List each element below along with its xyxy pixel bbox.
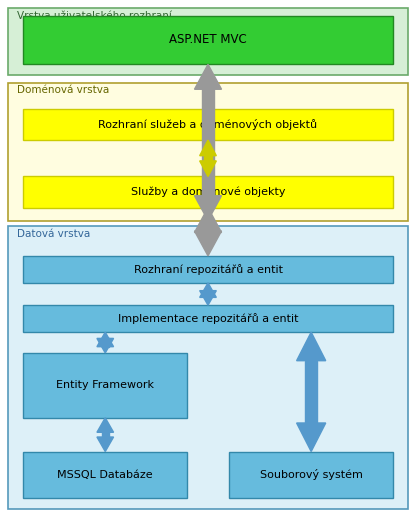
FancyBboxPatch shape bbox=[8, 226, 408, 509]
Polygon shape bbox=[200, 291, 216, 305]
Text: Entity Framework: Entity Framework bbox=[56, 380, 154, 390]
FancyBboxPatch shape bbox=[23, 452, 187, 498]
Text: Doménová vrstva: Doménová vrstva bbox=[17, 85, 109, 95]
Text: Souborový systém: Souborový systém bbox=[260, 469, 362, 481]
FancyBboxPatch shape bbox=[23, 16, 393, 64]
Text: Datová vrstva: Datová vrstva bbox=[17, 229, 90, 239]
Polygon shape bbox=[204, 156, 212, 161]
FancyBboxPatch shape bbox=[229, 452, 393, 498]
Polygon shape bbox=[202, 231, 214, 233]
Text: Služby a doménové objekty: Služby a doménové objekty bbox=[131, 187, 285, 197]
Polygon shape bbox=[195, 64, 221, 89]
Polygon shape bbox=[200, 140, 216, 156]
Text: ASP.NET MVC: ASP.NET MVC bbox=[169, 33, 247, 47]
Polygon shape bbox=[97, 418, 114, 432]
Text: Rozhraní služeb a doménových objektů: Rozhraní služeb a doménových objektů bbox=[99, 119, 317, 130]
Polygon shape bbox=[200, 283, 216, 297]
FancyBboxPatch shape bbox=[23, 256, 393, 283]
FancyBboxPatch shape bbox=[23, 305, 393, 332]
Polygon shape bbox=[97, 332, 114, 347]
Polygon shape bbox=[97, 437, 114, 452]
Polygon shape bbox=[305, 361, 317, 423]
Polygon shape bbox=[195, 231, 221, 256]
Polygon shape bbox=[102, 432, 109, 437]
FancyBboxPatch shape bbox=[23, 176, 393, 208]
Polygon shape bbox=[204, 291, 212, 297]
Polygon shape bbox=[102, 338, 109, 347]
FancyBboxPatch shape bbox=[8, 8, 408, 75]
Polygon shape bbox=[195, 196, 221, 221]
FancyBboxPatch shape bbox=[23, 109, 393, 140]
Polygon shape bbox=[195, 208, 221, 233]
Polygon shape bbox=[297, 332, 326, 361]
FancyBboxPatch shape bbox=[23, 353, 187, 418]
Polygon shape bbox=[97, 338, 114, 353]
Text: MSSQL Databáze: MSSQL Databáze bbox=[57, 470, 153, 480]
Text: Implementace repozitářů a entit: Implementace repozitářů a entit bbox=[118, 313, 298, 324]
Text: Vrstva uživatelského rozhraní: Vrstva uživatelského rozhraní bbox=[17, 11, 171, 21]
FancyBboxPatch shape bbox=[8, 83, 408, 221]
Polygon shape bbox=[202, 89, 214, 196]
Polygon shape bbox=[200, 161, 216, 176]
Polygon shape bbox=[297, 423, 326, 452]
Text: Rozhraní repozitářů a entit: Rozhraní repozitářů a entit bbox=[134, 264, 282, 275]
